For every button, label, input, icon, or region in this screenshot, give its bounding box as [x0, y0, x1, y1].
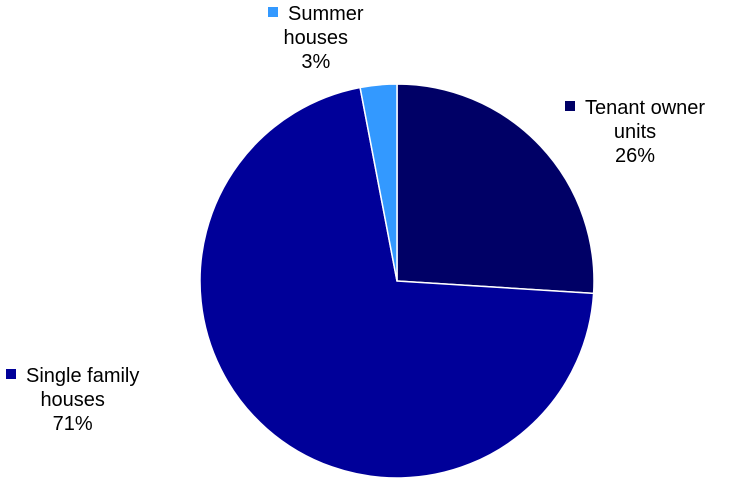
slice-name-part-2: houses [40, 389, 105, 411]
slice-name-part-2: units [613, 121, 657, 143]
legend-key-tenant-owner-units [565, 101, 575, 111]
pie-slice-tenant-owner-units [396, 83, 595, 295]
slice-name-part-1: Tenant owner [585, 97, 706, 119]
pie-slice-summer-houses [359, 83, 398, 282]
slice-name-part-2: houses [283, 27, 349, 49]
slice-name-part-1: Single family [26, 365, 140, 387]
slice-label-line-1: Single family [6, 364, 139, 388]
slice-label-single-family-houses: Single family houses 71% [6, 364, 139, 436]
slice-label-summer-houses: Summer houses 3% [268, 2, 364, 74]
pie-slice-single-family-houses [199, 86, 595, 479]
legend-key-single-family-houses [6, 369, 16, 379]
slice-percent-label: 3% [301, 51, 331, 73]
slice-percent-label: 71% [52, 413, 93, 435]
legend-key-summer-houses [268, 7, 278, 17]
slice-label-line-1: Summer [268, 2, 364, 26]
slice-label-tenant-owner-units: Tenant owner units 26% [565, 96, 705, 168]
slice-percent-label: 26% [615, 145, 656, 167]
slice-label-line-1: Tenant owner [565, 96, 705, 120]
slice-name-part-1: Summer [288, 3, 364, 25]
